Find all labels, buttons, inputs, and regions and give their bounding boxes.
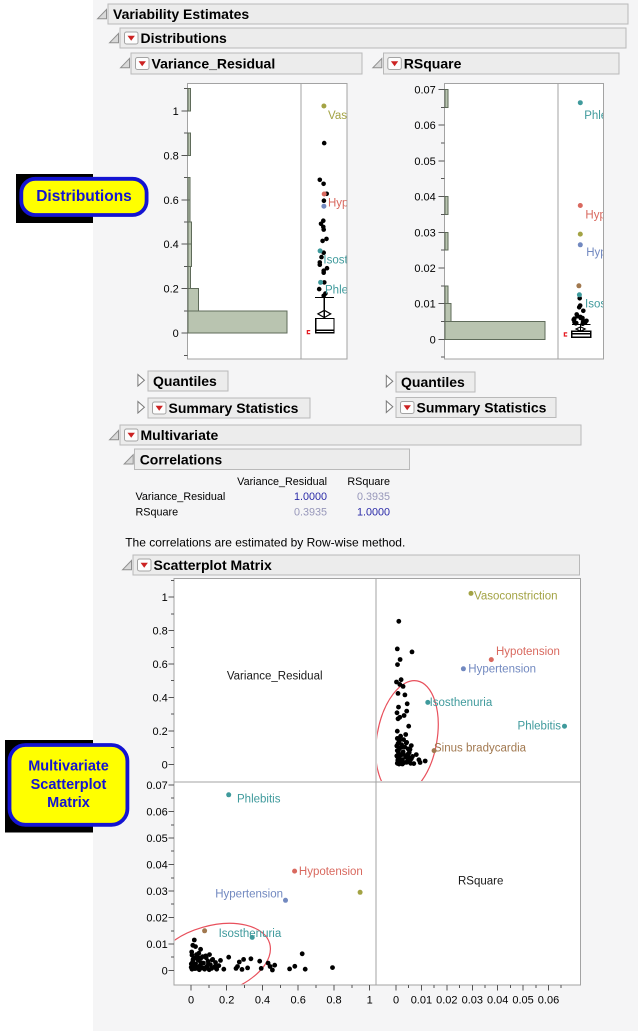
- svg-text:Sinus bradycardia: Sinus bradycardia: [434, 743, 527, 755]
- svg-text:0.3935: 0.3935: [294, 506, 327, 518]
- svg-text:0: 0: [188, 995, 194, 1007]
- svg-text:Variance_Residual: Variance_Residual: [136, 491, 226, 503]
- svg-text:Correlations: Correlations: [140, 451, 223, 467]
- svg-text:1: 1: [162, 592, 168, 604]
- svg-text:0.02: 0.02: [146, 913, 167, 925]
- svg-text:0.03: 0.03: [146, 886, 167, 898]
- svg-text:RSquare: RSquare: [136, 506, 179, 518]
- svg-text:0.8: 0.8: [153, 626, 168, 638]
- svg-text:Hypotension: Hypotension: [299, 866, 363, 878]
- svg-text:Variability Estimates: Variability Estimates: [113, 6, 249, 22]
- svg-text:0: 0: [162, 759, 168, 771]
- svg-text:Distributions: Distributions: [36, 188, 132, 205]
- svg-text:Vasoconstriction: Vasoconstriction: [328, 110, 412, 122]
- svg-text:Isosthenuria: Isosthenuria: [219, 928, 282, 940]
- svg-text:RSquare: RSquare: [404, 56, 462, 72]
- svg-text:RSquare: RSquare: [347, 476, 390, 488]
- svg-text:Phlebitis: Phlebitis: [518, 721, 562, 733]
- svg-text:Quantiles: Quantiles: [153, 373, 217, 389]
- svg-text:0.04: 0.04: [146, 860, 167, 872]
- svg-text:0: 0: [162, 966, 168, 978]
- svg-text:Phlebitis: Phlebitis: [325, 285, 369, 297]
- svg-text:0.05: 0.05: [414, 156, 435, 168]
- svg-text:0.04: 0.04: [414, 192, 435, 204]
- svg-text:0.4: 0.4: [255, 995, 270, 1007]
- svg-text:0.06: 0.06: [146, 807, 167, 819]
- svg-text:Isosthenuria: Isosthenuria: [430, 697, 493, 709]
- svg-text:0.05: 0.05: [146, 833, 167, 845]
- svg-text:0.8: 0.8: [326, 995, 341, 1007]
- svg-text:0.6: 0.6: [291, 995, 306, 1007]
- svg-text:1: 1: [173, 106, 179, 118]
- svg-text:0.01: 0.01: [146, 939, 167, 951]
- svg-text:Hypertension: Hypertension: [586, 247, 638, 259]
- svg-text:0.3935: 0.3935: [357, 491, 390, 503]
- svg-text:Phlebitis: Phlebitis: [237, 793, 281, 805]
- svg-text:Summary Statistics: Summary Statistics: [417, 400, 547, 416]
- svg-text:Variance_Residual: Variance_Residual: [237, 476, 327, 488]
- svg-text:1.0000: 1.0000: [294, 491, 327, 503]
- svg-text:Phlebitis: Phlebitis: [584, 110, 628, 122]
- svg-text:Variance_Residual: Variance_Residual: [152, 56, 276, 72]
- svg-text:0.03: 0.03: [462, 995, 483, 1007]
- svg-text:Matrix: Matrix: [47, 795, 90, 811]
- svg-text:0: 0: [173, 328, 179, 340]
- svg-text:Variance_Residual: Variance_Residual: [227, 670, 323, 682]
- svg-text:0: 0: [393, 995, 399, 1007]
- svg-text:Hypertension: Hypertension: [468, 664, 536, 676]
- svg-text:1: 1: [367, 995, 373, 1007]
- svg-text:RSquare: RSquare: [458, 875, 503, 887]
- svg-text:Hypotension: Hypotension: [496, 646, 560, 658]
- svg-text:Scatterplot: Scatterplot: [31, 777, 107, 793]
- svg-text:Hypotension: Hypotension: [328, 198, 392, 210]
- svg-text:Summary Statistics: Summary Statistics: [169, 400, 299, 416]
- svg-text:0.04: 0.04: [487, 995, 508, 1007]
- svg-text:0.07: 0.07: [414, 85, 435, 97]
- svg-text:Vasoconstriction: Vasoconstriction: [474, 591, 558, 603]
- svg-text:Multivariate: Multivariate: [28, 758, 109, 774]
- svg-text:The correlations are estimated: The correlations are estimated by Row-wi…: [125, 535, 405, 549]
- svg-text:0.05: 0.05: [512, 995, 533, 1007]
- svg-text:0.6: 0.6: [153, 659, 168, 671]
- svg-text:Scatterplot Matrix: Scatterplot Matrix: [154, 557, 272, 573]
- svg-text:0.2: 0.2: [164, 284, 179, 296]
- svg-text:Distributions: Distributions: [141, 30, 228, 46]
- svg-text:0.6: 0.6: [164, 195, 179, 207]
- svg-text:0: 0: [430, 334, 436, 346]
- svg-text:Multivariate: Multivariate: [141, 427, 219, 443]
- svg-text:Isosthenuria: Isosthenuria: [585, 299, 638, 311]
- svg-text:0.01: 0.01: [411, 995, 432, 1007]
- svg-text:0.02: 0.02: [414, 263, 435, 275]
- svg-text:1.0000: 1.0000: [357, 506, 390, 518]
- svg-text:0.07: 0.07: [146, 780, 167, 792]
- svg-text:0.2: 0.2: [219, 995, 234, 1007]
- svg-text:0.8: 0.8: [164, 150, 179, 162]
- svg-text:Hypertension: Hypertension: [215, 889, 283, 901]
- svg-text:0.06: 0.06: [538, 995, 559, 1007]
- svg-text:0.06: 0.06: [414, 120, 435, 132]
- svg-text:0.2: 0.2: [153, 726, 168, 738]
- svg-text:0.01: 0.01: [414, 299, 435, 311]
- svg-text:0.02: 0.02: [436, 995, 457, 1007]
- svg-text:0.03: 0.03: [414, 227, 435, 239]
- svg-text:Isosthenuria: Isosthenuria: [323, 255, 386, 267]
- svg-text:Quantiles: Quantiles: [401, 374, 465, 390]
- svg-text:0.4: 0.4: [164, 239, 179, 251]
- svg-text:Hypotension: Hypotension: [585, 209, 638, 221]
- svg-text:0.4: 0.4: [153, 692, 168, 704]
